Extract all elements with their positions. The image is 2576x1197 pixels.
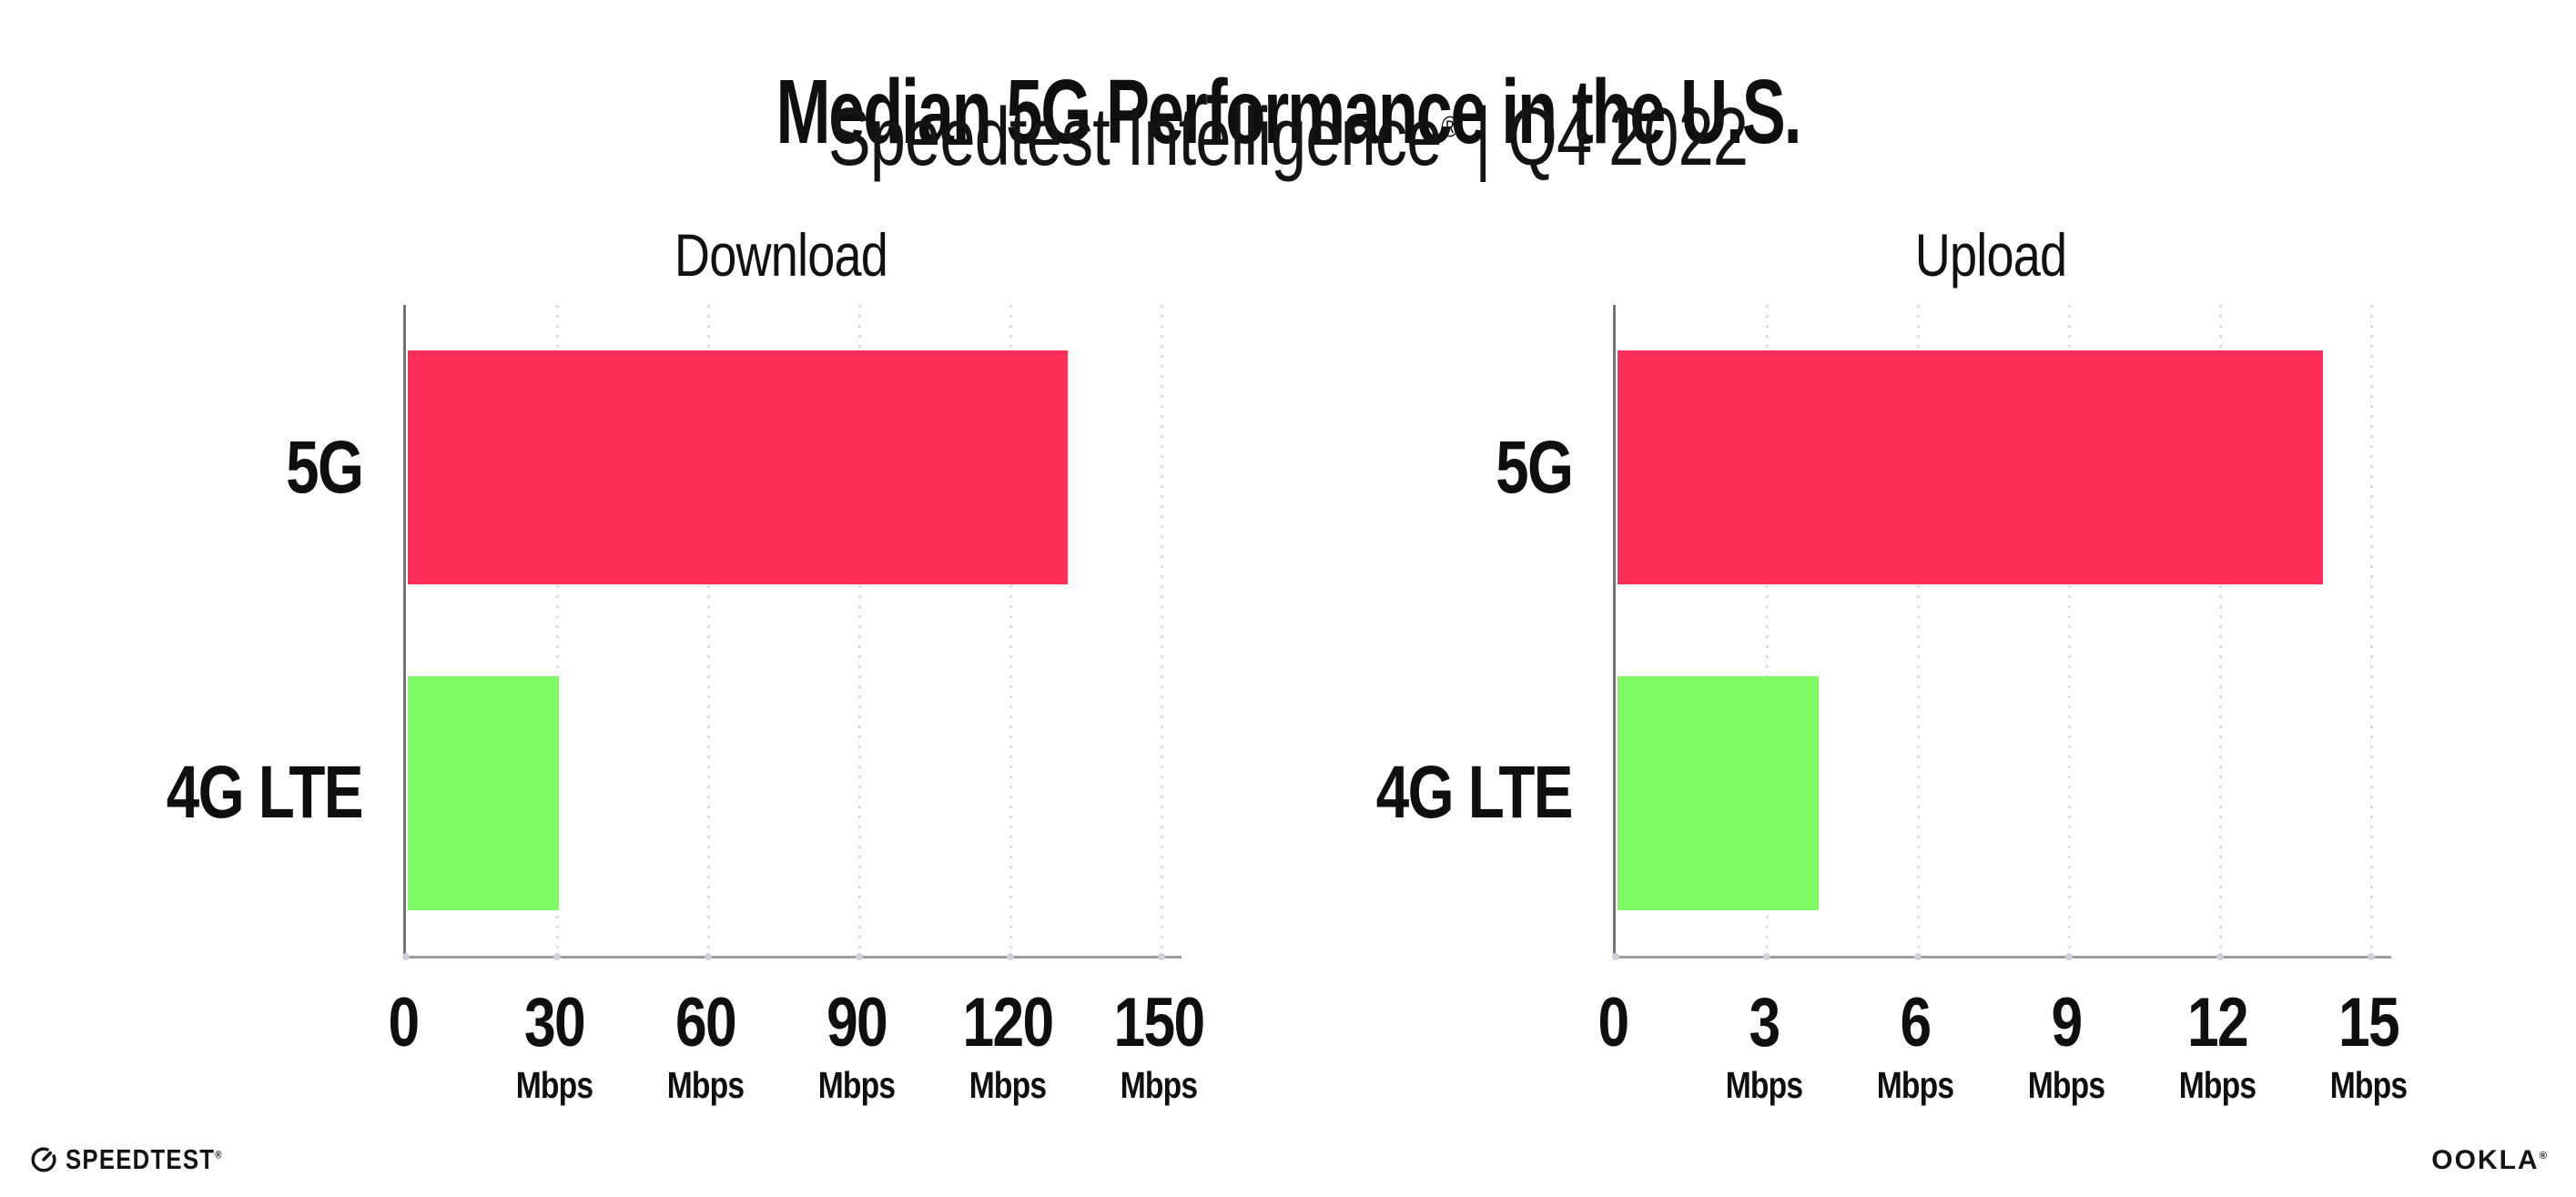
- tick-dot-9: [2065, 953, 2073, 960]
- download-plot-area: [402, 305, 1182, 960]
- bar-4g-lte: [408, 675, 559, 910]
- x-tick-15: 15 Mbps: [2329, 984, 2408, 1106]
- x-tick-3: 3 Mbps: [1725, 984, 1803, 1106]
- x-tick-6: 6 Mbps: [1876, 984, 1954, 1106]
- tick-dot-3: [1763, 953, 1770, 960]
- upload-plot-area: [1612, 305, 2391, 960]
- x-tick-value: 0: [388, 984, 420, 1061]
- subtitle-brand: Speedtest Intelligence: [827, 92, 1442, 183]
- tick-dot-150: [1158, 953, 1165, 960]
- ookla-registered-mark: ®: [2539, 1151, 2549, 1161]
- x-tick-unit: Mbps: [2178, 1064, 2257, 1106]
- tick-dot-60: [705, 953, 712, 960]
- upload-x-axis-ticks: 0 3 Mbps 6 Mbps 9 Mbps 12 Mbps 15 Mbps: [1597, 984, 2408, 1125]
- page-subtitle: Speedtest Intelligence® | Q4 2022: [283, 95, 2292, 181]
- download-category-labels: 5G 4G LTE: [0, 305, 364, 956]
- gridline-150: [1160, 305, 1163, 956]
- category-label-5g: 5G: [1495, 425, 1574, 509]
- x-tick-unit: Mbps: [2329, 1064, 2408, 1106]
- gridline-6: [1916, 305, 1920, 956]
- tick-dot-15: [2368, 953, 2375, 960]
- x-tick-90: 90 Mbps: [817, 984, 896, 1106]
- gridline-120: [1009, 305, 1012, 956]
- x-tick-value: 9: [2051, 984, 2083, 1061]
- gridline-9: [2067, 305, 2071, 956]
- x-tick-value: 12: [2186, 984, 2249, 1061]
- tick-dot-120: [1007, 953, 1014, 960]
- category-label-4g-lte: 4G LTE: [166, 751, 364, 835]
- x-tick-unit: Mbps: [515, 1064, 593, 1106]
- bar-4g-lte: [1618, 675, 1820, 910]
- x-tick-9: 9 Mbps: [2027, 984, 2105, 1106]
- x-tick-unit: Mbps: [817, 1064, 896, 1106]
- tick-dot-12: [2216, 953, 2224, 960]
- x-tick-120: 120 Mbps: [962, 984, 1054, 1106]
- tick-dot-90: [856, 953, 863, 960]
- x-tick-value: 15: [2338, 984, 2400, 1061]
- x-tick-value: 0: [1597, 984, 1629, 1061]
- x-tick-value: 90: [826, 984, 888, 1061]
- x-tick-30: 30 Mbps: [516, 989, 593, 1104]
- x-tick-value: 6: [1900, 984, 1932, 1061]
- gridline-30: [555, 305, 559, 956]
- x-tick-unit: Mbps: [969, 1064, 1047, 1106]
- speedtest-wordmark: SPEEDTEST®: [66, 1143, 223, 1175]
- x-tick-12: 12 Mbps: [2178, 984, 2257, 1106]
- x-tick-unit: Mbps: [1725, 1064, 1803, 1106]
- gridline-3: [1765, 305, 1769, 956]
- category-label-4g-lte: 4G LTE: [1375, 751, 1574, 835]
- x-tick-unit: Mbps: [2027, 1064, 2105, 1106]
- subtitle-period: | Q4 2022: [1457, 92, 1749, 183]
- x-tick-value: 120: [962, 984, 1054, 1061]
- download-chart-title: Download: [674, 221, 888, 289]
- tick-dot-6: [1914, 953, 1922, 960]
- registered-mark: ®: [1441, 110, 1459, 143]
- upload-chart-title: Upload: [1914, 221, 2067, 289]
- upload-category-labels: 5G 4G LTE: [1210, 305, 1574, 956]
- x-tick-value: 3: [1749, 984, 1780, 1061]
- speedtest-trademark: ®: [215, 1149, 223, 1161]
- x-tick-unit: Mbps: [666, 1064, 745, 1106]
- speedtest-gauge-icon: [31, 1147, 56, 1172]
- x-tick-value: 60: [674, 984, 737, 1061]
- x-tick-value: 30: [523, 984, 586, 1061]
- x-tick-unit: Mbps: [1876, 1064, 1954, 1106]
- gridline-12: [2218, 305, 2222, 956]
- ookla-logo: OOKLA®: [2431, 1145, 2549, 1176]
- x-tick-unit: Mbps: [1120, 1064, 1198, 1106]
- category-label-5g: 5G: [285, 425, 364, 509]
- x-tick-0: 0: [1597, 984, 1629, 1061]
- bar-5g: [1618, 350, 2323, 585]
- download-chart: Download 5G 4G LTE 0 30 Mbps 60 Mbps 90 Mbps 120…: [0, 209, 1238, 1129]
- bar-5g: [408, 350, 1068, 585]
- x-tick-0: 0: [388, 984, 420, 1061]
- ookla-wordmark: OOKLA®: [2431, 1145, 2549, 1175]
- gridline-60: [706, 305, 710, 956]
- speedtest-logo: SPEEDTEST®: [30, 1143, 255, 1176]
- gridline-15: [2369, 305, 2373, 956]
- gridline-90: [857, 305, 861, 956]
- tick-dot-0: [1612, 953, 1619, 960]
- upload-chart: Upload 5G 4G LTE 0 3 Mbps 6 Mbps 9 Mbps 12 Mbps 15…: [1210, 209, 2448, 1129]
- x-tick-60: 60 Mbps: [666, 984, 745, 1106]
- x-tick-value: 150: [1113, 984, 1205, 1061]
- page-title: Median 5G Performance in the U.S.: [776, 61, 1801, 163]
- x-tick-150: 150 Mbps: [1113, 984, 1205, 1106]
- tick-dot-0: [402, 953, 410, 960]
- download-x-axis-ticks: 0 30 Mbps 60 Mbps 90 Mbps 120 Mbps 150 Mbps: [388, 984, 1205, 1125]
- tick-dot-30: [553, 953, 561, 960]
